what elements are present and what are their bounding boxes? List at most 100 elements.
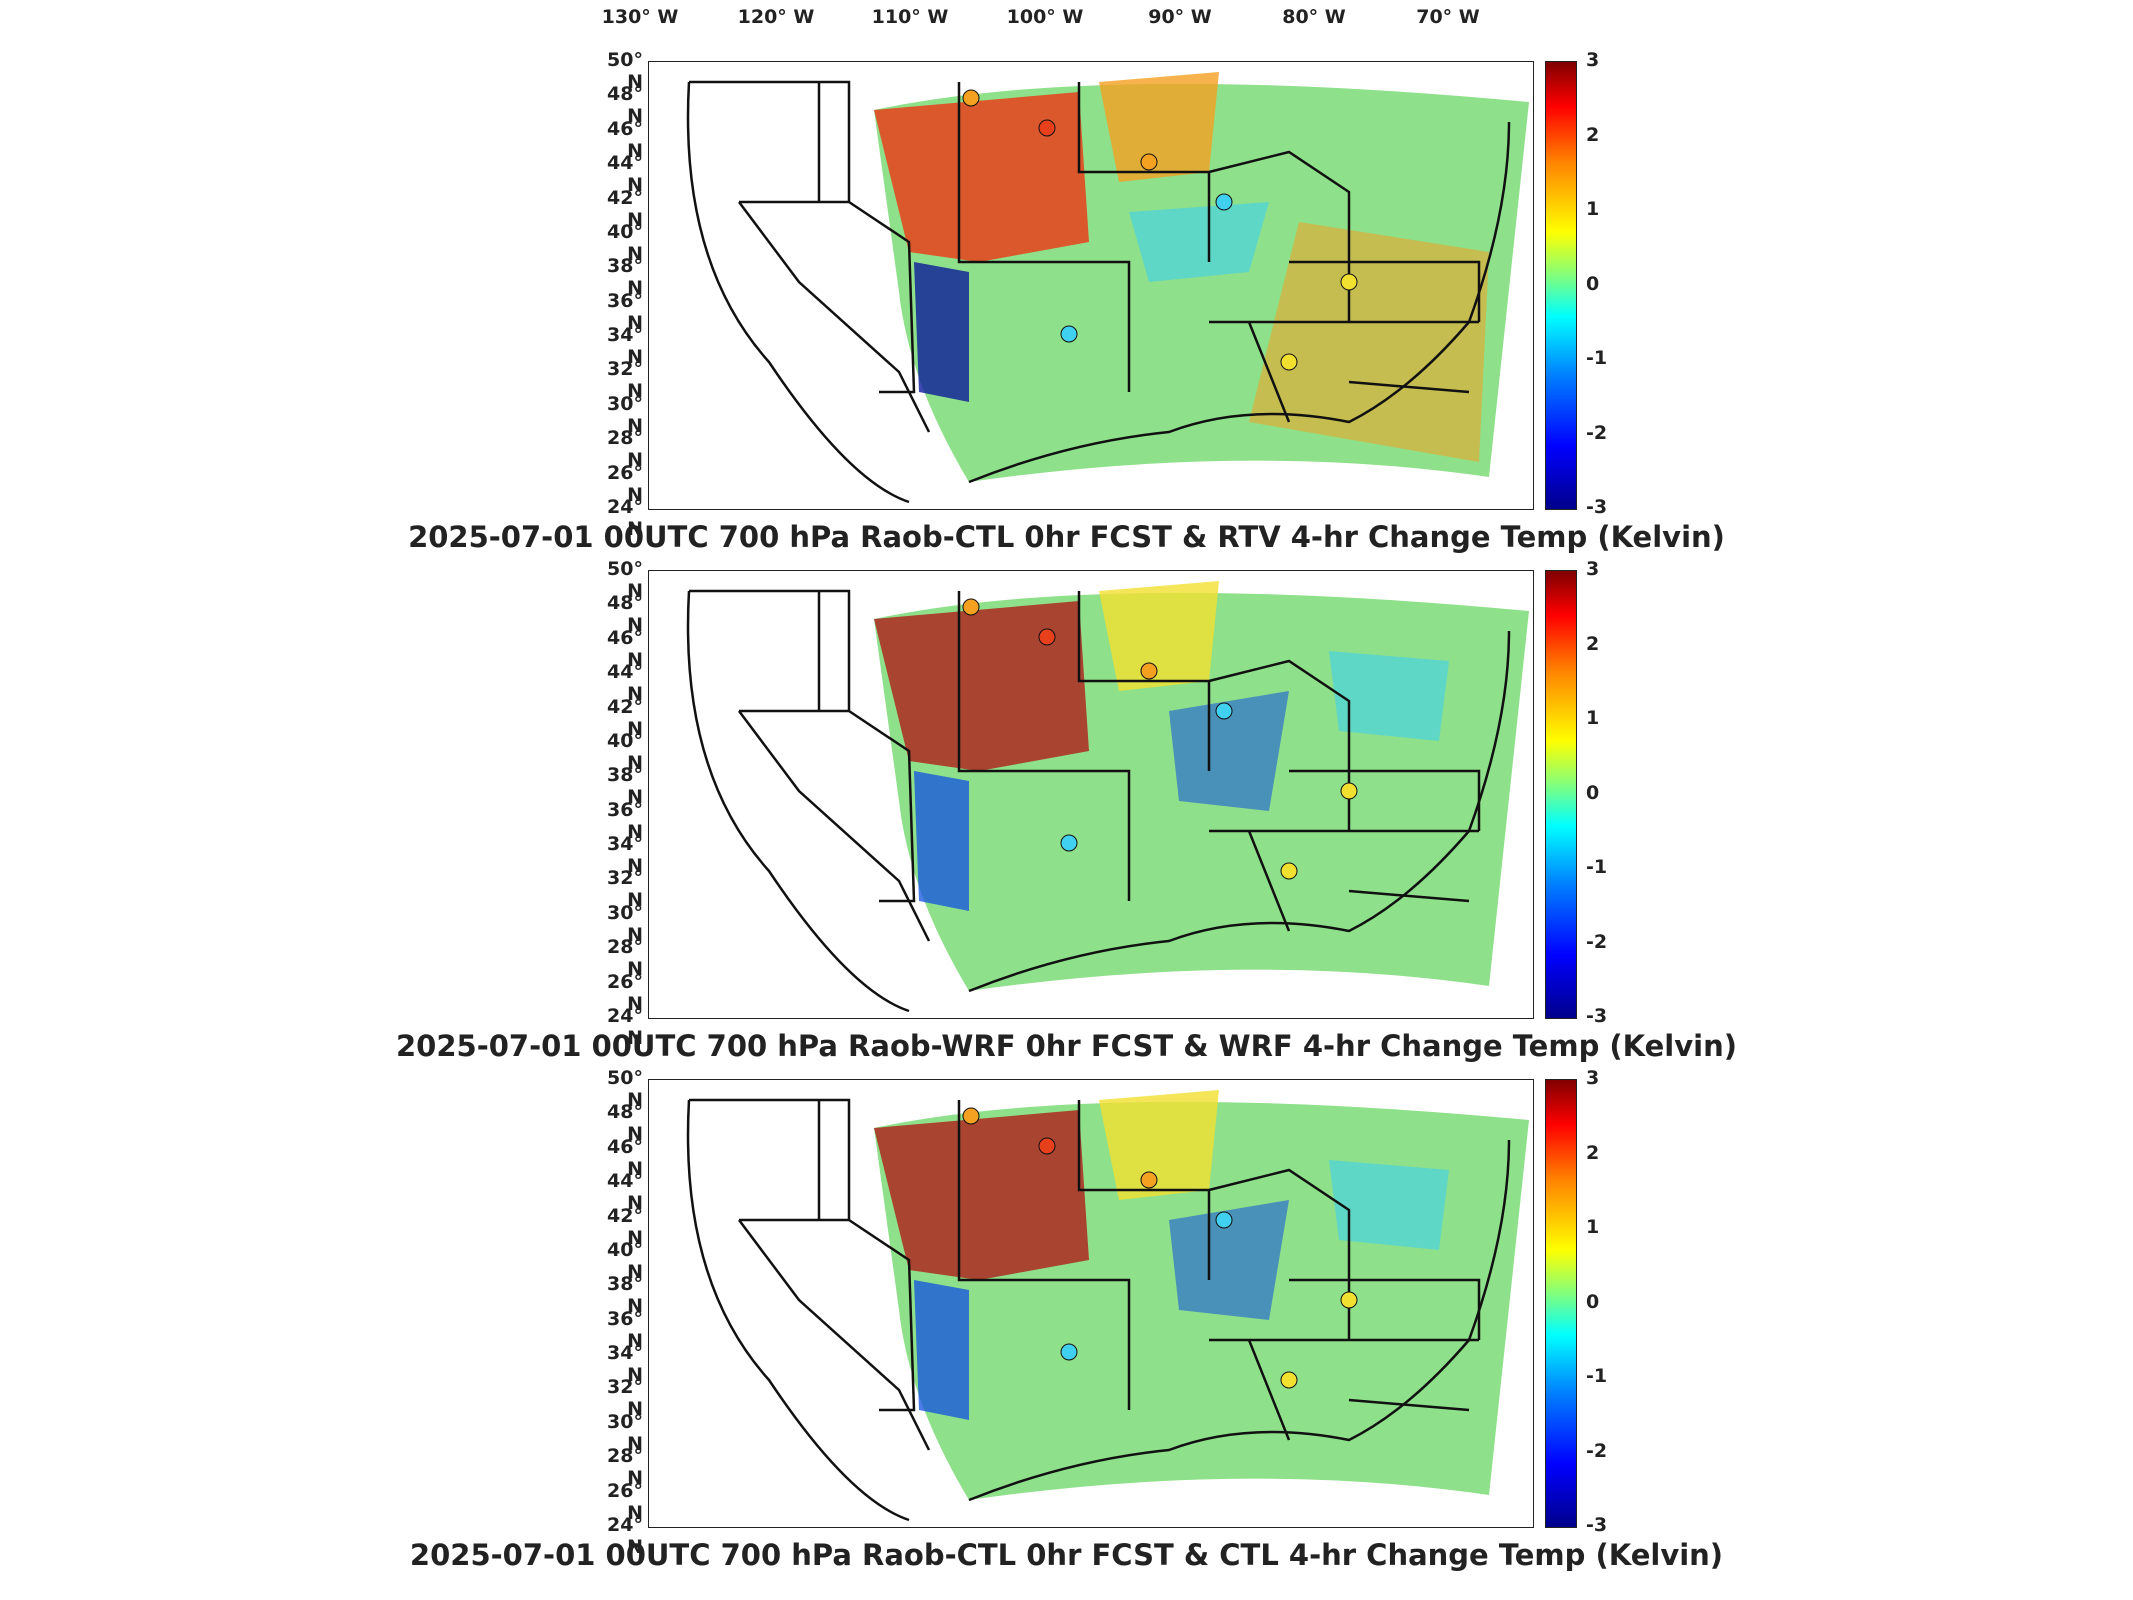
lat-label: 36° N xyxy=(607,289,643,334)
lat-label: 46° N xyxy=(607,626,643,671)
lat-label: 34° N xyxy=(607,324,643,369)
map-panel-ctl: 2025-07-01 00UTC 700 hPa Raob-CTL 0hr FC… xyxy=(0,1018,2133,1572)
lat-label: 46° N xyxy=(607,1135,643,1180)
lat-label: 32° N xyxy=(607,867,643,912)
raob-station xyxy=(1140,153,1158,171)
colorbar-tick: 1 xyxy=(1586,198,1600,220)
lat-label: 34° N xyxy=(607,1342,643,1387)
map-panel-wrf: 2025-07-01 00UTC 700 hPa Raob-WRF 0hr FC… xyxy=(0,509,2133,1063)
raob-station xyxy=(1280,353,1298,371)
lat-label: 32° N xyxy=(607,1376,643,1421)
colorbar-tick: 3 xyxy=(1586,558,1600,580)
map-frame[interactable] xyxy=(648,570,1534,1019)
lat-label: 42° N xyxy=(607,1204,643,1249)
temperature-map xyxy=(686,581,1529,1013)
lat-label: 36° N xyxy=(607,1307,643,1352)
colorbar-tick: 1 xyxy=(1586,707,1600,729)
colorbar-tick: -1 xyxy=(1586,1365,1608,1387)
lon-label: 120° W xyxy=(737,6,815,28)
cold-anomaly xyxy=(1129,202,1269,282)
state-borders xyxy=(689,80,1481,433)
lon-label: 130° W xyxy=(601,6,679,28)
raob-station xyxy=(1215,1211,1233,1229)
lat-label: 40° N xyxy=(607,220,643,265)
raob-station xyxy=(962,1107,980,1125)
lon-label: 90° W xyxy=(1148,6,1212,28)
temperature-map xyxy=(686,72,1529,504)
lat-label: 38° N xyxy=(607,764,643,809)
lat-label: 26° N xyxy=(607,1479,643,1524)
colorbar-tick: 0 xyxy=(1586,1290,1600,1313)
panel-title: 2025-07-01 00UTC 700 hPa Raob-WRF 0hr FC… xyxy=(395,1029,1737,1063)
lon-label: 80° W xyxy=(1282,6,1346,28)
colorbar-tick: -2 xyxy=(1586,1439,1608,1462)
state-borders xyxy=(689,589,1481,942)
lat-label: 44° N xyxy=(607,661,643,706)
raob-station xyxy=(1038,119,1056,137)
colorbar-tick: -2 xyxy=(1586,930,1608,953)
lat-label: 30° N xyxy=(607,1410,643,1455)
map-frame[interactable] xyxy=(648,1079,1534,1528)
map-frame[interactable] xyxy=(648,61,1534,510)
colorbar-tick: 3 xyxy=(1586,1067,1600,1089)
lat-label: 24° N xyxy=(607,496,643,540)
raob-station xyxy=(1215,193,1233,211)
lat-label: 48° N xyxy=(607,83,643,128)
colorbar-tick: 1 xyxy=(1586,1216,1600,1238)
lat-label: 44° N xyxy=(607,1170,643,1215)
lon-label: 100° W xyxy=(1006,6,1084,28)
raob-station xyxy=(1060,1343,1078,1361)
colorbar xyxy=(1545,1079,1577,1528)
colorbar-tick: 2 xyxy=(1586,632,1600,655)
lat-label: 50° N xyxy=(607,1067,643,1111)
cold-anomaly xyxy=(1169,1200,1289,1320)
map-panel-rtv: 2025-07-01 00UTC 700 hPa Raob-CTL 0hr FC… xyxy=(0,0,2133,554)
warm-anomaly xyxy=(874,92,1089,262)
raob-station xyxy=(1280,862,1298,880)
raob-station xyxy=(1038,1137,1056,1155)
colorbar-tick: 3 xyxy=(1586,49,1600,71)
lat-label: 46° N xyxy=(607,117,643,162)
warm-anomaly xyxy=(874,1110,1089,1280)
coastline xyxy=(686,590,1511,1013)
panel-title: 2025-07-01 00UTC 700 hPa Raob-CTL 0hr FC… xyxy=(409,1538,1724,1572)
lat-label: 38° N xyxy=(607,255,643,300)
colorbar-tick: 2 xyxy=(1586,123,1600,146)
cold-anomaly xyxy=(1169,691,1289,811)
colorbar-tick: -3 xyxy=(1586,1005,1608,1027)
lat-label: 40° N xyxy=(607,729,643,774)
lat-label: 40° N xyxy=(607,1238,643,1283)
lat-label: 50° N xyxy=(607,49,643,93)
lat-label: 50° N xyxy=(607,558,643,602)
warm-anomaly xyxy=(1249,222,1489,462)
colorbar-tick: -1 xyxy=(1586,856,1608,878)
raob-station xyxy=(1060,325,1078,343)
lat-label: 28° N xyxy=(607,936,643,981)
cold-anomaly xyxy=(914,262,969,402)
lat-label: 26° N xyxy=(607,970,643,1015)
lat-label: 30° N xyxy=(607,392,643,437)
raob-station xyxy=(1140,1171,1158,1189)
lat-label: 42° N xyxy=(607,186,643,231)
lat-label: 38° N xyxy=(607,1273,643,1318)
cold-anomaly xyxy=(1329,651,1449,741)
colorbar-tick: -1 xyxy=(1586,347,1608,369)
lat-label: 30° N xyxy=(607,901,643,946)
cold-anomaly xyxy=(914,1280,969,1420)
warm-anomaly xyxy=(1099,72,1219,182)
cold-anomaly xyxy=(1329,1160,1449,1250)
lat-label: 26° N xyxy=(607,461,643,506)
colorbar-tick: 2 xyxy=(1586,1141,1600,1164)
colorbar-tick: 0 xyxy=(1586,781,1600,804)
lat-label: 28° N xyxy=(607,427,643,472)
lat-label: 34° N xyxy=(607,833,643,878)
raob-station xyxy=(1340,782,1358,800)
raob-station xyxy=(1215,702,1233,720)
raob-station xyxy=(1038,628,1056,646)
lat-label: 24° N xyxy=(607,1514,643,1558)
raob-station xyxy=(1140,662,1158,680)
colorbar xyxy=(1545,61,1577,510)
lon-label: 70° W xyxy=(1416,6,1480,28)
colorbar-tick: -2 xyxy=(1586,421,1608,444)
colorbar-tick: -3 xyxy=(1586,1514,1608,1536)
